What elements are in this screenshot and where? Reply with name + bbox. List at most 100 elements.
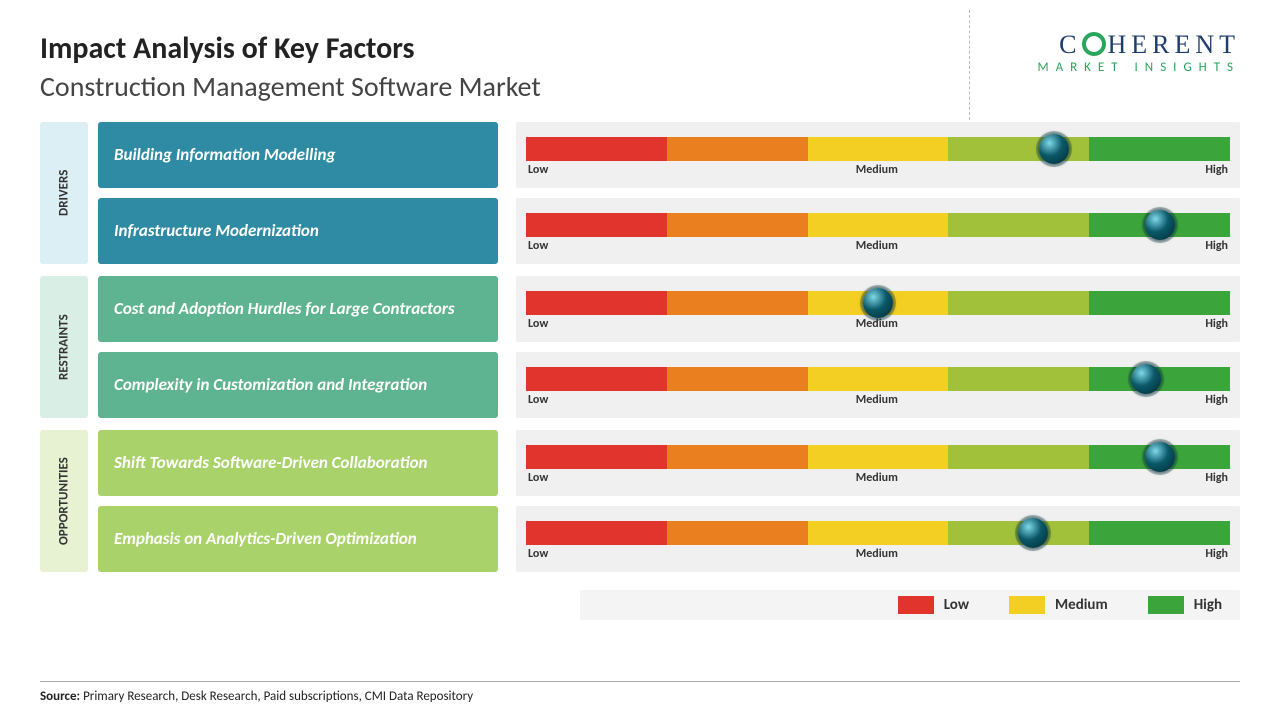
gradient-segment — [948, 367, 1089, 391]
axis-label-low: Low — [528, 471, 548, 485]
legend-item: Low — [898, 596, 969, 614]
gradient-segment — [526, 213, 667, 237]
group-label: OPPORTUNITIES — [40, 430, 88, 572]
axis-label-high: High — [1205, 163, 1228, 177]
gradient-bar — [526, 367, 1230, 391]
header: Impact Analysis of Key Factors Construct… — [40, 30, 1240, 104]
source-label: Source: — [40, 689, 80, 704]
impact-marker-icon — [1145, 442, 1175, 472]
logo-divider — [969, 10, 970, 120]
groups-column: DRIVERSBuilding Information Modelling Low… — [40, 122, 1240, 572]
logo-line1: CHERENT — [1037, 30, 1240, 60]
gradient-segment — [526, 367, 667, 391]
source-text: Primary Research, Desk Research, Paid su… — [83, 689, 473, 704]
impact-marker-icon — [1039, 134, 1069, 164]
factors-column: Cost and Adoption Hurdles for Large Cont… — [98, 276, 1240, 418]
factor-label: Building Information Modelling — [98, 122, 498, 188]
axis-label-medium: Medium — [856, 547, 898, 561]
page-title: Impact Analysis of Key Factors — [40, 30, 541, 67]
logo-line2: MARKET INSIGHTS — [1037, 60, 1240, 75]
legend-label: Low — [944, 596, 969, 614]
axis-label-medium: Medium — [856, 471, 898, 485]
impact-slider: Low Medium High — [516, 352, 1240, 418]
axis-label-low: Low — [528, 317, 548, 331]
impact-marker-icon — [1018, 518, 1048, 548]
page-subtitle: Construction Management Software Market — [40, 69, 541, 104]
content-area: DRIVERSBuilding Information Modelling Low… — [40, 122, 1240, 572]
legend-item: Medium — [1009, 596, 1108, 614]
axis-label-high: High — [1205, 239, 1228, 253]
factor-row: Cost and Adoption Hurdles for Large Cont… — [98, 276, 1240, 342]
gradient-segment — [808, 367, 949, 391]
axis-label-low: Low — [528, 239, 548, 253]
group-row: RESTRAINTSCost and Adoption Hurdles for … — [40, 276, 1240, 418]
gradient-segment — [948, 291, 1089, 315]
axis-label-medium: Medium — [856, 163, 898, 177]
gradient-segment — [667, 445, 808, 469]
axis-labels: Low Medium High — [526, 547, 1230, 561]
legend-swatch — [1148, 596, 1184, 614]
legend: Low Medium High — [580, 590, 1240, 620]
factor-row: Shift Towards Software-Driven Collaborat… — [98, 430, 1240, 496]
axis-labels: LowMediumHigh — [526, 163, 1230, 177]
group-label: DRIVERS — [40, 122, 88, 264]
impact-slider: Low Medium High — [516, 506, 1240, 572]
factor-label: Cost and Adoption Hurdles for Large Cont… — [98, 276, 498, 342]
gradient-segment — [948, 213, 1089, 237]
impact-slider: Low Medium High — [516, 430, 1240, 496]
factor-label: Infrastructure Modernization — [98, 198, 498, 264]
axis-labels: Low Medium High — [526, 239, 1230, 253]
impact-slider: Low Medium High — [516, 276, 1240, 342]
gradient-segment — [1089, 137, 1230, 161]
axis-label-low: Low — [528, 393, 548, 407]
axis-label-high: High — [1205, 317, 1228, 331]
gradient-segment — [808, 213, 949, 237]
gradient-segment — [667, 213, 808, 237]
gradient-bar — [526, 137, 1230, 161]
factor-label: Emphasis on Analytics-Driven Optimizatio… — [98, 506, 498, 572]
source-line: Source: Primary Research, Desk Research,… — [40, 689, 473, 704]
gradient-bar — [526, 213, 1230, 237]
axis-label-high: High — [1205, 393, 1228, 407]
brand-logo: CHERENT MARKET INSIGHTS — [1037, 30, 1240, 75]
legend-item: High — [1148, 596, 1222, 614]
group-row: DRIVERSBuilding Information Modelling Low… — [40, 122, 1240, 264]
gradient-segment — [667, 291, 808, 315]
gradient-segment — [808, 137, 949, 161]
impact-slider: LowMediumHigh — [516, 122, 1240, 188]
gradient-segment — [808, 521, 949, 545]
gradient-segment — [526, 521, 667, 545]
factor-row: Infrastructure Modernization Low Medium Hig… — [98, 198, 1240, 264]
axis-label-high: High — [1205, 471, 1228, 485]
gradient-segment — [667, 137, 808, 161]
gradient-segment — [948, 445, 1089, 469]
impact-marker-icon — [1145, 210, 1175, 240]
factors-column: Building Information Modelling Low Medium H… — [98, 122, 1240, 264]
impact-marker-icon — [863, 288, 893, 318]
axis-label-high: High — [1205, 547, 1228, 561]
gradient-bar — [526, 521, 1230, 545]
gradient-segment — [667, 521, 808, 545]
gradient-segment — [667, 367, 808, 391]
axis-label-medium: Medium — [856, 239, 898, 253]
factors-column: Shift Towards Software-Driven Collaborat… — [98, 430, 1240, 572]
axis-label-medium: Medium — [856, 317, 898, 331]
gradient-bar — [526, 445, 1230, 469]
axis-labels: Low Medium High — [526, 471, 1230, 485]
gradient-segment — [1089, 291, 1230, 315]
legend-label: High — [1194, 596, 1222, 614]
gradient-segment — [526, 291, 667, 315]
legend-swatch — [1009, 596, 1045, 614]
factor-label: Shift Towards Software-Driven Collaborat… — [98, 430, 498, 496]
group-label: RESTRAINTS — [40, 276, 88, 418]
title-block: Impact Analysis of Key Factors Construct… — [40, 30, 541, 104]
gradient-segment — [1089, 521, 1230, 545]
group-row: OPPORTUNITIESShift Towards Software-Driv… — [40, 430, 1240, 572]
axis-label-low: Low — [528, 547, 548, 561]
axis-labels: Low Medium High — [526, 393, 1230, 407]
impact-marker-icon — [1131, 364, 1161, 394]
axis-labels: Low Medium High — [526, 317, 1230, 331]
factor-label: Complexity in Customization and Integrat… — [98, 352, 498, 418]
axis-label-medium: Medium — [856, 393, 898, 407]
gradient-bar — [526, 291, 1230, 315]
